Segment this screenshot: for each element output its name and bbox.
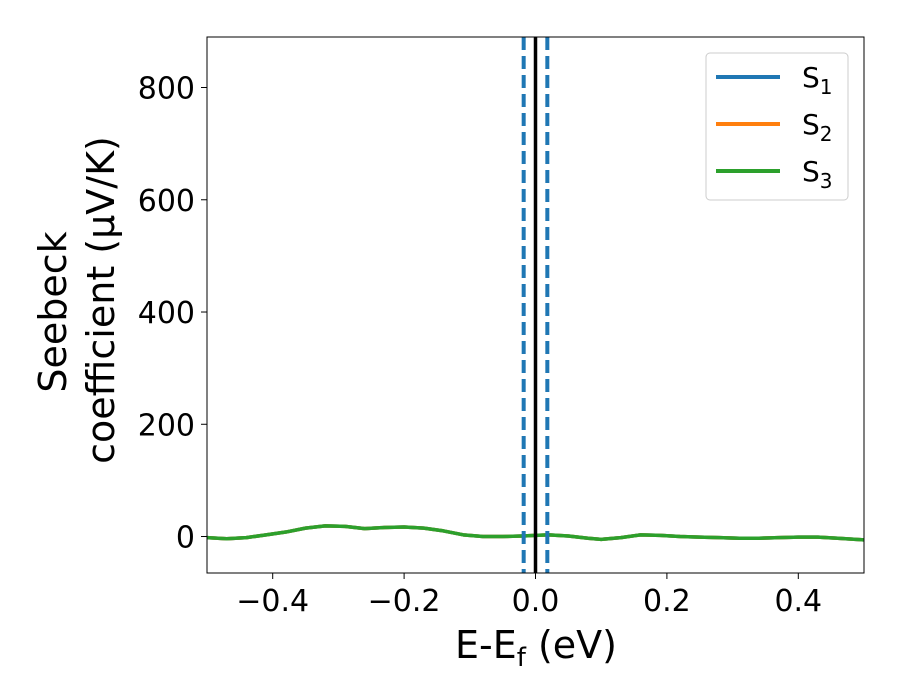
y-axis-label-line2: coefficient (μV/K) (79, 136, 123, 464)
legend-label-s3: S3 (802, 155, 833, 193)
legend-box (705, 52, 849, 201)
x-axis-ticks: −0.4 −0.2 0.0 0.2 0.4 (236, 573, 822, 619)
y-tick-label: 0 (176, 521, 195, 556)
x-tick-label: 0.4 (774, 584, 822, 619)
x-axis-label-main: E-E (455, 623, 517, 667)
x-axis-label-tail: (eV) (526, 623, 617, 667)
x-tick-label: −0.4 (236, 584, 309, 619)
x-tick-label: 0.0 (512, 584, 560, 619)
y-axis-label-line1: Seebeck (31, 231, 75, 392)
y-axis-ticks: 0 200 400 600 800 (138, 72, 207, 556)
y-tick-label: 600 (138, 184, 195, 219)
legend-label-s1: S1 (802, 61, 833, 99)
y-tick-label: 200 (138, 408, 195, 443)
vline-layer (521, 37, 550, 573)
x-tick-label: −0.2 (368, 584, 441, 619)
x-tick-label: 0.2 (643, 584, 691, 619)
legend: S1 S2 S3 (705, 52, 849, 201)
x-axis-label: E-Ef (eV) (455, 623, 617, 673)
y-tick-label: 800 (138, 72, 195, 107)
legend-label-s2: S2 (802, 108, 833, 146)
y-tick-label: 400 (138, 296, 195, 331)
x-axis-label-sub: f (517, 643, 527, 673)
